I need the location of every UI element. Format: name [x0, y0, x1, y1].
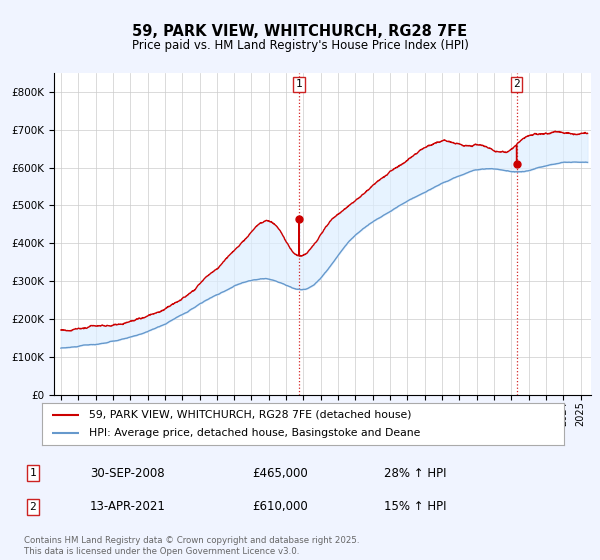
Text: 1: 1 [296, 79, 302, 89]
Text: £610,000: £610,000 [252, 500, 308, 514]
Text: 2: 2 [29, 502, 37, 512]
Text: Contains HM Land Registry data © Crown copyright and database right 2025.
This d: Contains HM Land Registry data © Crown c… [24, 536, 359, 556]
Text: HPI: Average price, detached house, Basingstoke and Deane: HPI: Average price, detached house, Basi… [89, 428, 421, 438]
Text: 13-APR-2021: 13-APR-2021 [90, 500, 166, 514]
Text: 30-SEP-2008: 30-SEP-2008 [90, 466, 164, 480]
Text: 59, PARK VIEW, WHITCHURCH, RG28 7FE (detached house): 59, PARK VIEW, WHITCHURCH, RG28 7FE (det… [89, 410, 412, 420]
Text: 1: 1 [29, 468, 37, 478]
Text: 2: 2 [513, 79, 520, 89]
Text: 59, PARK VIEW, WHITCHURCH, RG28 7FE: 59, PARK VIEW, WHITCHURCH, RG28 7FE [133, 24, 467, 39]
Text: 15% ↑ HPI: 15% ↑ HPI [384, 500, 446, 514]
Text: Price paid vs. HM Land Registry's House Price Index (HPI): Price paid vs. HM Land Registry's House … [131, 39, 469, 52]
Text: 28% ↑ HPI: 28% ↑ HPI [384, 466, 446, 480]
Text: £465,000: £465,000 [252, 466, 308, 480]
